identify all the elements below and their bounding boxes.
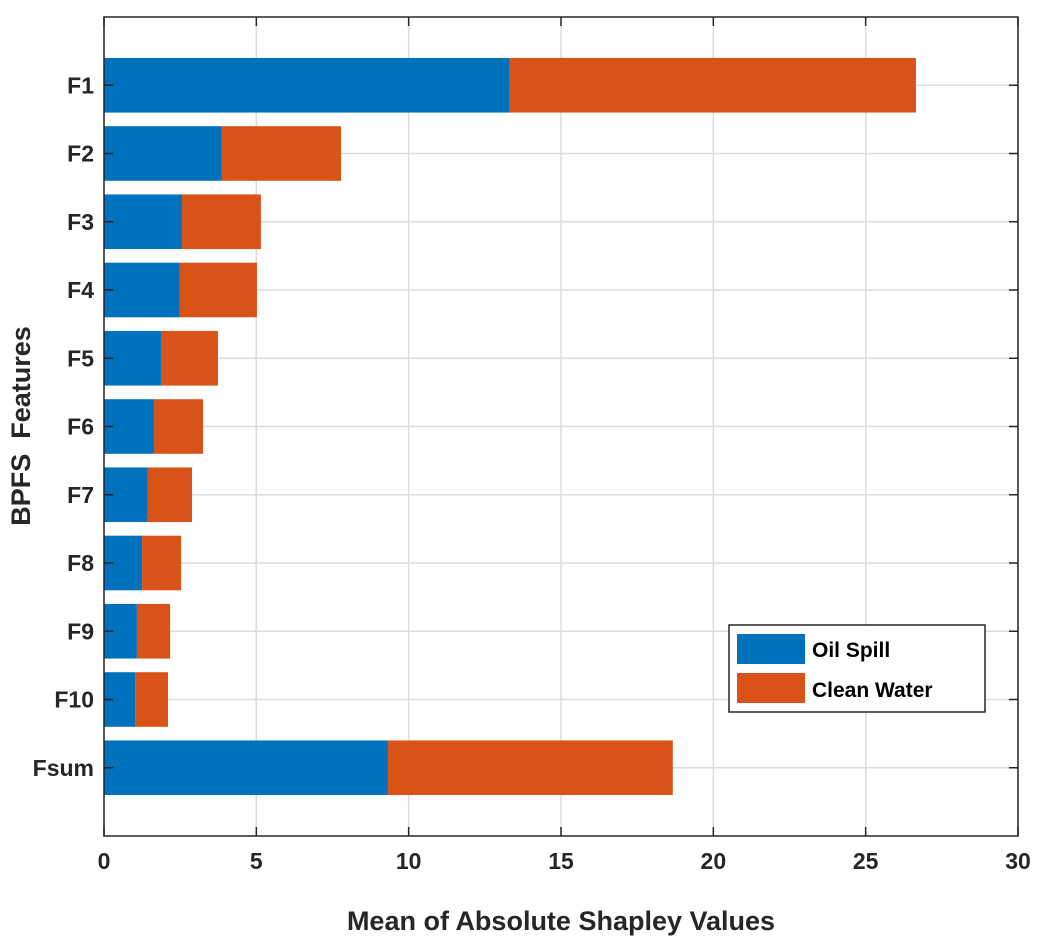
- y-tick-label: F4: [67, 277, 94, 303]
- x-tick-label: 10: [396, 848, 422, 874]
- bar-clean-water-f1: [509, 57, 916, 113]
- bar-clean-water-f2: [221, 126, 342, 181]
- y-tick-label: Fsum: [33, 755, 94, 781]
- y-ticks: F1 F2 F3 F4 F5 F6 F7 F8 F9 F10 Fsum: [33, 72, 1018, 781]
- y-tick-label: F6: [67, 414, 94, 440]
- y-tick-label: F5: [67, 345, 94, 371]
- y-tick-label: F1: [67, 72, 94, 98]
- bar-oil-spill-f3: [104, 194, 182, 250]
- y-tick-label: F8: [67, 550, 94, 576]
- x-tick-label: 25: [853, 848, 879, 874]
- bar-clean-water-f9: [136, 603, 171, 659]
- x-tick-label: 20: [701, 848, 727, 874]
- bar-clean-water-f3: [181, 194, 261, 250]
- legend-label-oil-spill: Oil Spill: [812, 639, 890, 662]
- y-tick-label: F3: [67, 209, 94, 235]
- x-tick-label: 30: [1005, 848, 1031, 874]
- x-tick-label: 0: [98, 848, 111, 874]
- legend-label-clean-water: Clean Water: [812, 679, 933, 702]
- bar-oil-spill-fsum: [104, 740, 388, 796]
- bars: [104, 57, 916, 796]
- y-tick-label: F10: [54, 687, 94, 713]
- bar-oil-spill-f5: [104, 330, 161, 386]
- y-axis-label: BPFS Features: [6, 326, 36, 526]
- x-axis-label: Mean of Absolute Shapley Values: [347, 906, 775, 936]
- y-tick-label: F7: [67, 482, 94, 508]
- bar-oil-spill-f1: [104, 57, 510, 113]
- x-tick-label: 15: [548, 848, 574, 874]
- bar-oil-spill-f2: [104, 126, 222, 181]
- bar-clean-water-f5: [160, 330, 218, 386]
- y-tick-label: F9: [67, 618, 94, 644]
- bar-clean-water-f4: [179, 262, 257, 318]
- bar-clean-water-f6: [153, 399, 204, 454]
- y-tick-label: F2: [67, 141, 94, 167]
- bar-clean-water-f8: [142, 535, 182, 591]
- bar-clean-water-fsum: [387, 740, 673, 796]
- bar-oil-spill-f4: [104, 262, 180, 318]
- bar-clean-water-f7: [147, 467, 193, 523]
- legend-swatch-clean-water: [737, 673, 805, 703]
- legend-swatch-oil-spill: [737, 634, 805, 664]
- bar-clean-water-f10: [135, 672, 168, 727]
- x-ticks: 0 5 10 15 20 25 30: [98, 17, 1031, 874]
- legend: Oil Spill Clean Water: [728, 624, 986, 713]
- x-tick-label: 5: [250, 848, 263, 874]
